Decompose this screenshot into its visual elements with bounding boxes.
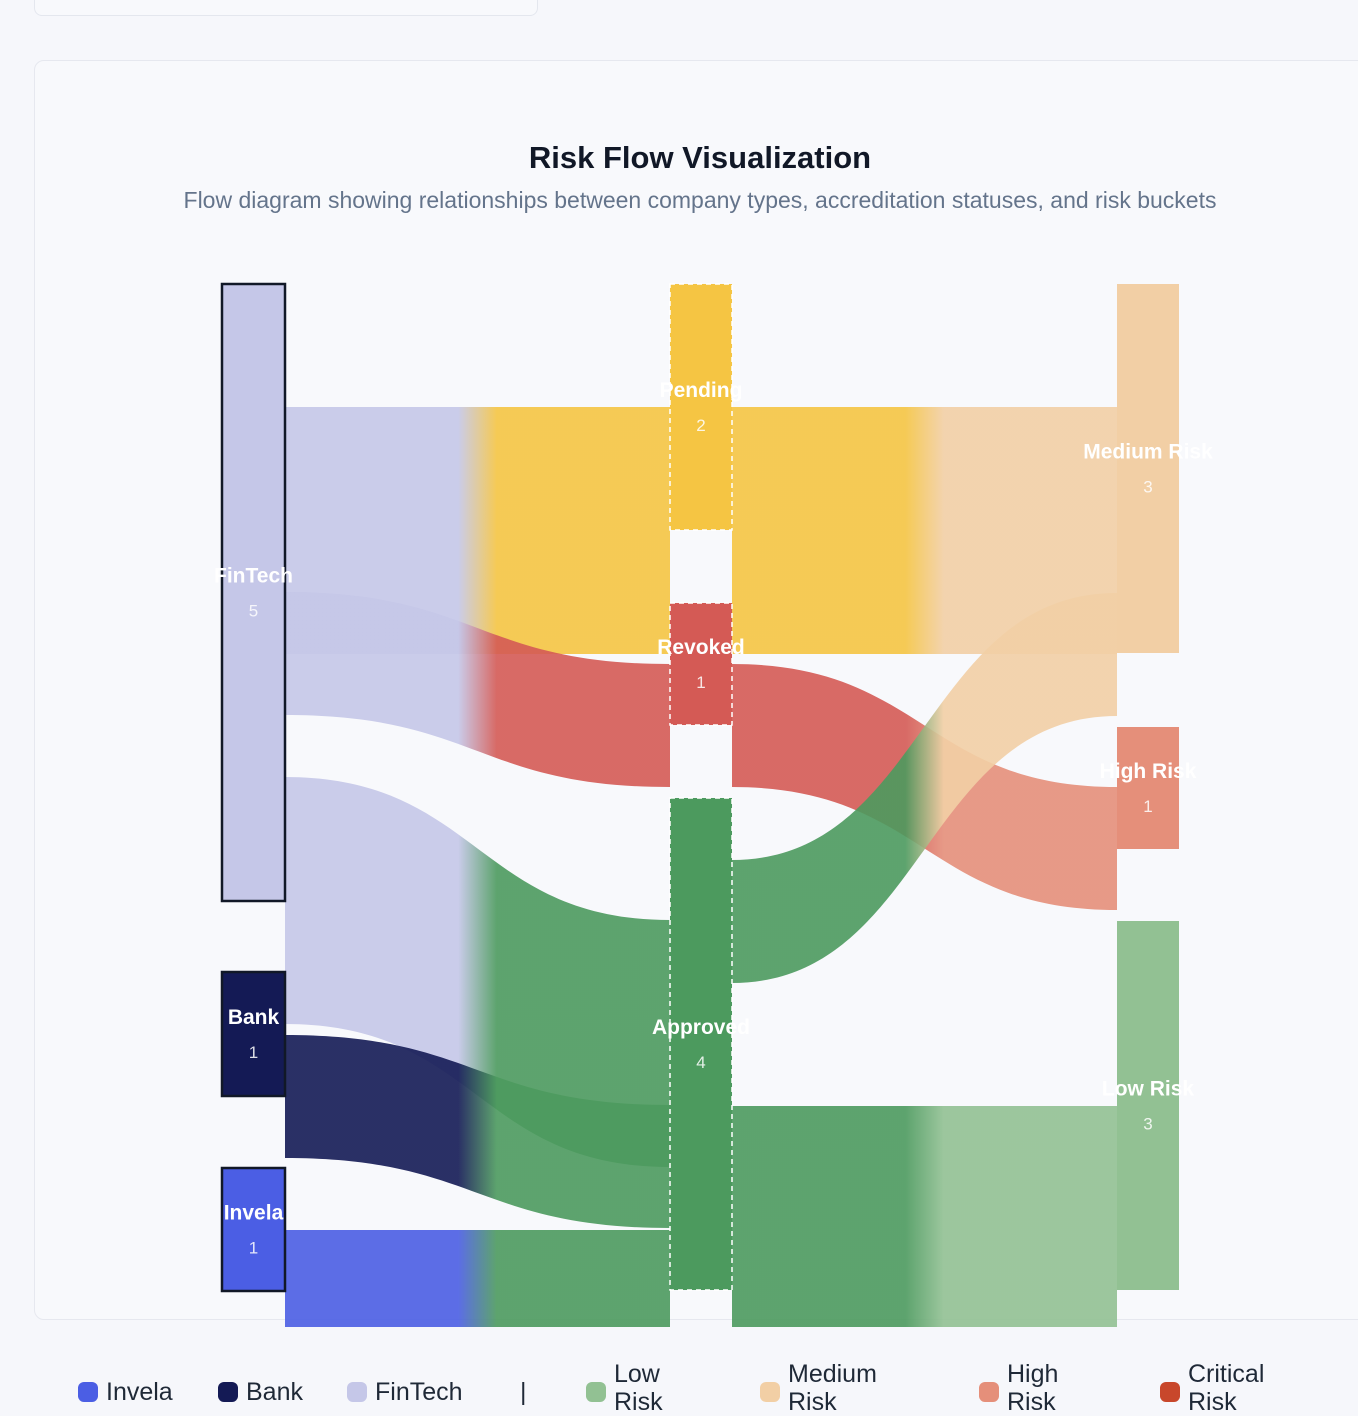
legend-separator: | — [520, 1378, 527, 1406]
node-approved[interactable]: Approved 4 — [652, 797, 750, 1291]
node-bank[interactable]: Bank 1 — [220, 970, 287, 1098]
node-count-medium: 3 — [1143, 478, 1152, 497]
node-label-fintech: FinTech — [214, 565, 293, 588]
node-rect-high[interactable] — [1117, 727, 1179, 849]
node-count-pending: 2 — [696, 416, 705, 435]
legend-swatch — [1160, 1382, 1180, 1402]
legend-swatch — [760, 1382, 780, 1402]
legend-swatch — [586, 1382, 606, 1402]
node-label-low: Low Risk — [1102, 1078, 1195, 1101]
node-label-revoked: Revoked — [657, 636, 745, 659]
link-invela-approved[interactable] — [285, 1230, 670, 1327]
node-label-approved: Approved — [652, 1016, 750, 1039]
node-count-low: 3 — [1143, 1115, 1152, 1134]
legend: Invela Bank FinTech | Low Risk Medium Ri… — [0, 1360, 1358, 1416]
node-invela[interactable]: Invela 1 — [220, 1166, 287, 1293]
node-count-approved: 4 — [696, 1053, 705, 1072]
legend-swatch — [218, 1382, 238, 1402]
node-rect-pending[interactable] — [669, 283, 733, 531]
legend-label: Invela — [106, 1378, 173, 1406]
node-label-invela: Invela — [224, 1202, 284, 1225]
node-count-high: 1 — [1143, 797, 1152, 816]
legend-label: Low Risk — [614, 1360, 663, 1416]
node-count-bank: 1 — [249, 1043, 258, 1062]
link-approved-medium[interactable] — [732, 593, 1117, 983]
node-rect-low[interactable] — [1117, 921, 1179, 1290]
node-high[interactable]: High Risk 1 — [1100, 727, 1197, 849]
node-rect-medium[interactable] — [1117, 284, 1179, 653]
node-medium[interactable]: Medium Risk 3 — [1083, 284, 1213, 653]
link-pending-medium[interactable] — [732, 407, 1117, 654]
link-fintech-pending[interactable] — [285, 407, 670, 654]
legend-label: FinTech — [375, 1378, 463, 1406]
node-rect-fintech[interactable] — [220, 282, 287, 903]
node-rect-approved[interactable] — [669, 797, 733, 1291]
link-fintech-approved[interactable] — [285, 777, 670, 1167]
node-rect-invela[interactable] — [220, 1166, 287, 1293]
chart-title: Risk Flow Visualization — [528, 140, 872, 175]
legend-label: Critical Risk — [1188, 1360, 1265, 1416]
top-card — [34, 0, 538, 16]
link-bank-approved[interactable] — [285, 1035, 670, 1228]
node-count-revoked: 1 — [696, 673, 705, 692]
legend-label: Bank — [246, 1378, 303, 1406]
link-fintech-revoked[interactable] — [285, 592, 670, 787]
node-fintech[interactable]: FinTech 5 — [214, 282, 293, 903]
node-count-fintech: 5 — [249, 602, 258, 621]
node-rect-bank[interactable] — [220, 970, 287, 1098]
node-label-high: High Risk — [1100, 760, 1197, 783]
node-low[interactable]: Low Risk 3 — [1102, 921, 1195, 1290]
node-count-invela: 1 — [249, 1239, 258, 1258]
node-pending[interactable]: Pending 2 — [660, 283, 743, 531]
link-approved-low[interactable] — [732, 1106, 1117, 1327]
node-revoked[interactable]: Revoked 1 — [657, 602, 745, 726]
legend-swatch — [78, 1382, 98, 1402]
chart-subtitle: Flow diagram showing relationships betwe… — [183, 187, 1217, 213]
legend-swatch — [347, 1382, 367, 1402]
legend-swatch — [979, 1382, 999, 1402]
node-label-medium: Medium Risk — [1083, 441, 1213, 464]
node-label-pending: Pending — [660, 379, 743, 402]
node-rect-revoked[interactable] — [669, 602, 733, 726]
node-label-bank: Bank — [228, 1006, 280, 1029]
